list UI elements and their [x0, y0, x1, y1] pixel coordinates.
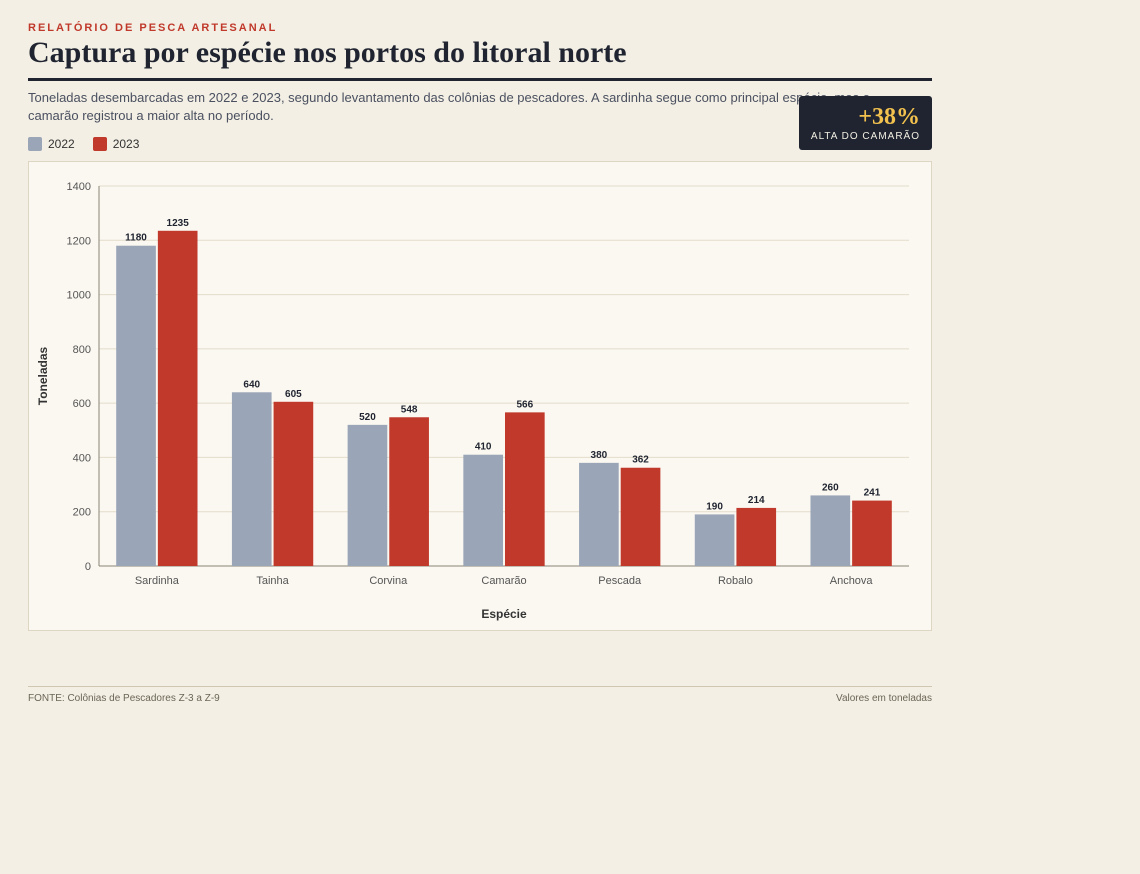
x-tick-label-3: Camarão	[481, 575, 526, 587]
data-label-2022-anchova: 260	[822, 483, 839, 494]
legend-item-2023: 2023	[92, 137, 140, 152]
y-tick-label-4: 800	[73, 344, 91, 356]
bar-2023-sardinha	[157, 231, 198, 567]
units-note: Valores em toneladas	[836, 693, 932, 704]
bar-2022-anchova	[810, 495, 851, 567]
bar-chart: 0 200 400 600 800 1000 1200 1400 1180 1235 Sardinh…	[36, 181, 909, 621]
data-label-2023-sardinha: 1235	[167, 218, 190, 229]
y-tick-label-6: 1200	[67, 236, 91, 248]
y-tick-label-1: 200	[73, 507, 91, 519]
page-subtitle: Toneladas desembarcadas em 2022 e 2023, …	[28, 90, 870, 124]
x-axis-title: Espécie	[481, 607, 527, 621]
x-tick-label-2: Corvina	[369, 575, 408, 587]
kicker: Relatório de Pesca Artesanal	[28, 22, 278, 34]
legend-item-2022: 2022	[28, 137, 75, 152]
bar-2022-sardinha	[116, 246, 156, 567]
bar-2022-tainha	[231, 392, 272, 567]
data-label-2022-tainha: 640	[243, 380, 260, 391]
legend-swatch-2022	[28, 137, 42, 152]
x-tick-label-0: Sardinha	[135, 575, 180, 587]
x-tick-label-6: Anchova	[830, 575, 874, 587]
legend-swatch-2023	[92, 137, 107, 152]
bar-2022-camarão	[463, 455, 503, 567]
data-label-2022-sardinha: 1180	[125, 233, 147, 244]
y-tick-label-0: 0	[85, 561, 91, 573]
data-label-2022-robalo: 190	[706, 502, 723, 513]
y-tick-label-3: 600	[73, 399, 91, 411]
bar-2023-anchova	[852, 500, 892, 567]
highlight-box: +38% Alta do camarão	[798, 96, 932, 150]
data-label-2022-camarão: 410	[475, 442, 492, 453]
data-label-2023-anchova: 241	[864, 488, 881, 499]
highlight-label: Alta do camarão	[810, 131, 920, 142]
data-label-2022-corvina: 520	[359, 412, 376, 423]
bar-2023-camarão	[505, 412, 545, 567]
data-label-2023-tainha: 605	[285, 389, 302, 400]
source-note: FONTE: Colônias de Pescadores Z-3 a Z-9	[28, 693, 220, 704]
legend-label-2023: 2023	[112, 137, 140, 152]
page-title: Captura por espécie nos portos do litora…	[28, 36, 627, 69]
bar-2022-robalo	[694, 514, 735, 567]
x-tick-label-4: Pescada	[598, 575, 642, 587]
masthead: Relatório de Pesca Artesanal Captura por…	[28, 22, 932, 81]
y-tick-label-7: 1400	[67, 181, 91, 193]
y-axis-title: Toneladas	[36, 347, 50, 406]
bar-2023-tainha	[273, 402, 314, 567]
data-label-2023-robalo: 214	[748, 495, 765, 506]
footer: FONTE: Colônias de Pescadores Z-3 a Z-9 …	[28, 686, 932, 704]
data-label-2023-pescada: 362	[632, 455, 649, 466]
title-block: Relatório de Pesca Artesanal Captura por…	[28, 22, 627, 70]
data-label-2022-pescada: 380	[591, 450, 608, 461]
infographic-page: Relatório de Pesca Artesanal Captura por…	[28, 22, 932, 704]
bar-2022-corvina	[347, 425, 388, 567]
bar-2023-robalo	[736, 508, 777, 567]
x-tick-label-1: Tainha	[256, 575, 289, 587]
highlight-value: +38%	[858, 104, 920, 130]
data-label-2023-camarão: 566	[516, 400, 533, 411]
y-tick-label-2: 400	[73, 453, 91, 465]
chart-container: 0 200 400 600 800 1000 1200 1400 1180 1235 Sardinh…	[28, 161, 932, 632]
legend-label-2022: 2022	[48, 137, 75, 152]
y-tick-label-5: 1000	[67, 290, 91, 302]
bar-2022-pescada	[579, 463, 619, 567]
bar-2023-corvina	[389, 417, 429, 567]
chart-legend: 2022 2023	[28, 137, 932, 152]
bar-2023-pescada	[620, 468, 661, 567]
data-label-2023-corvina: 548	[401, 405, 418, 416]
x-tick-label-5: Robalo	[718, 575, 753, 587]
